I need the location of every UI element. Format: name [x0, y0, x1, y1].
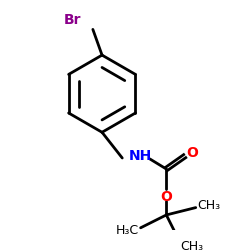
Text: Br: Br	[64, 13, 82, 27]
Text: CH₃: CH₃	[197, 199, 220, 212]
Text: CH₃: CH₃	[180, 240, 204, 250]
Text: NH: NH	[129, 149, 152, 163]
Text: H₃C: H₃C	[116, 224, 139, 237]
Text: O: O	[160, 190, 172, 203]
Text: O: O	[186, 146, 198, 160]
